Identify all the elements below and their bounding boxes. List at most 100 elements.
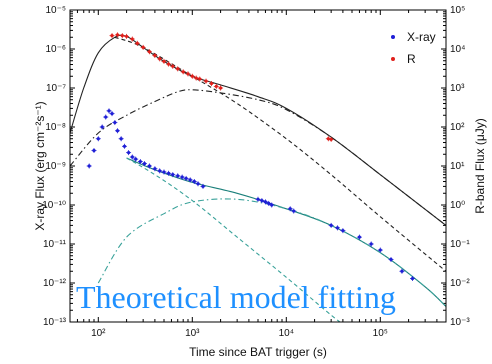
y-tick-label-right: 10⁴ [450, 44, 465, 55]
legend: X-ray R [391, 30, 436, 66]
x-ray-data-point [369, 242, 373, 246]
x-ray-data-point [96, 137, 100, 141]
r-data-point [326, 137, 330, 141]
x-axis-title: Time since BAT trigger (s) [189, 345, 327, 359]
model-reverse-shock [114, 36, 446, 272]
x-ray-data-point [110, 112, 114, 116]
r-data-point [130, 37, 134, 41]
r-data-point [167, 62, 171, 66]
r-data-point [214, 84, 218, 88]
y-tick-label-right: 10⁻² [450, 278, 470, 289]
model-forward-shock-optical [70, 89, 446, 226]
r-data-point [124, 34, 129, 39]
x-ray-data-point [130, 155, 134, 159]
x-ray-data-point [158, 169, 162, 173]
x-ray-data-point [184, 176, 188, 181]
y-tick-label-left: 10⁻¹³ [43, 317, 67, 328]
x-ray-data-point [263, 200, 268, 204]
x-ray-data-point [107, 109, 111, 113]
x-ray-data-point [196, 182, 200, 186]
x-ray-data-point [142, 162, 147, 166]
y-tick-label-right: 10⁰ [450, 200, 465, 211]
y-tick-label-right: 10⁵ [450, 5, 465, 16]
x-ray-data-point [100, 125, 104, 129]
y-tick-label-left: 10⁻¹¹ [43, 239, 67, 250]
r-data-point [135, 41, 139, 45]
tick-labels: 10² 10³ 10⁴ 10⁵ 10⁻⁵ 10⁻⁶ 10⁻⁷ 10⁻⁸ 10⁻⁹ 10⁻¹⁰ 10⁻… [42, 5, 470, 339]
r-data-point [181, 70, 185, 74]
y-tick-label-right: 10² [450, 122, 465, 133]
y-tick-label-left: 10⁻¹² [43, 278, 67, 289]
y-tick-label-left: 10⁻⁷ [46, 83, 66, 94]
r-data-point [120, 34, 124, 38]
x-tick-label: 10⁵ [373, 328, 388, 339]
legend-label-xray: X-ray [407, 30, 436, 44]
r-data-point [176, 67, 180, 71]
x-ray-data-point [115, 129, 120, 133]
y-tick-label-left: 10⁻¹⁰ [42, 200, 66, 211]
model-reverse-shock-xray [126, 157, 341, 322]
x-ray-data-point [329, 223, 333, 227]
x-ray-data-point [201, 184, 205, 188]
x-tick-label: 10² [91, 328, 106, 339]
legend-label-r: R [407, 52, 416, 66]
x-tick-label: 10⁴ [279, 328, 294, 339]
r-data-point [115, 33, 120, 37]
x-ray-data-point [270, 203, 274, 207]
y-tick-label-right: 10⁻³ [450, 317, 470, 328]
x-ray-data-point [104, 115, 108, 119]
y-tick-label-right: 10¹ [450, 161, 465, 172]
x-ray-data-point [134, 157, 138, 161]
r-data-point [171, 64, 175, 68]
r-data-point [218, 86, 223, 90]
y-tick-label-left: 10⁻⁶ [45, 44, 66, 55]
y-tick-label-right: 10⁻¹ [450, 239, 470, 250]
x-ray-data-point [138, 159, 142, 164]
x-ray-data-point [410, 276, 415, 281]
r-data-point [194, 76, 198, 80]
x-ray-data-point [113, 120, 117, 125]
x-ray-data-point [400, 269, 404, 273]
r-data-point [198, 77, 202, 81]
x-ray-data-point [153, 167, 157, 171]
y-tick-label-left: 10⁻⁹ [45, 161, 66, 172]
x-ray-data-point [292, 209, 296, 213]
y-tick-label-left: 10⁻⁸ [45, 122, 66, 133]
x-ray-data-point [171, 173, 175, 177]
r-data-point [162, 59, 166, 64]
r-data-point [190, 74, 194, 78]
r-data-point [141, 45, 145, 49]
x-tick-label: 10³ [185, 328, 200, 339]
x-ray-data-point [288, 207, 292, 211]
y-tick-label-right: 10³ [450, 83, 465, 94]
r-data-point [110, 34, 114, 38]
x-ray-data-point [147, 164, 152, 168]
x-ray-data-point [192, 179, 196, 184]
x-ray-data-point [87, 164, 91, 168]
x-ray-data-point [180, 175, 184, 179]
x-ray-data-point [341, 229, 345, 233]
plot-frame [69, 9, 447, 323]
x-ray-data-point [92, 148, 96, 153]
x-ray-data-point [167, 171, 171, 175]
x-ray-data-point [162, 170, 166, 174]
legend-marker-r [391, 57, 395, 61]
r-data-point [204, 79, 208, 83]
x-ray-data-point [176, 174, 180, 178]
overlay-caption: Theoretical model fitting [76, 279, 396, 315]
data-points [86, 32, 415, 282]
x-ray-data-point [267, 201, 271, 205]
x-ray-data-point [122, 144, 127, 148]
r-data-point [147, 50, 152, 54]
x-ray-data-point [126, 151, 131, 155]
x-ray-data-point [119, 137, 123, 141]
y-tick-label-left: 10⁻⁵ [45, 5, 66, 16]
r-data-point [153, 53, 157, 58]
x-ray-data-point [335, 226, 340, 230]
r-data-point [329, 137, 333, 142]
x-ray-data-point [256, 197, 260, 201]
x-ray-data-point [378, 248, 382, 252]
legend-marker-xray [391, 35, 395, 39]
y-axis-title-right: R-band Flux (μJy) [473, 118, 487, 214]
